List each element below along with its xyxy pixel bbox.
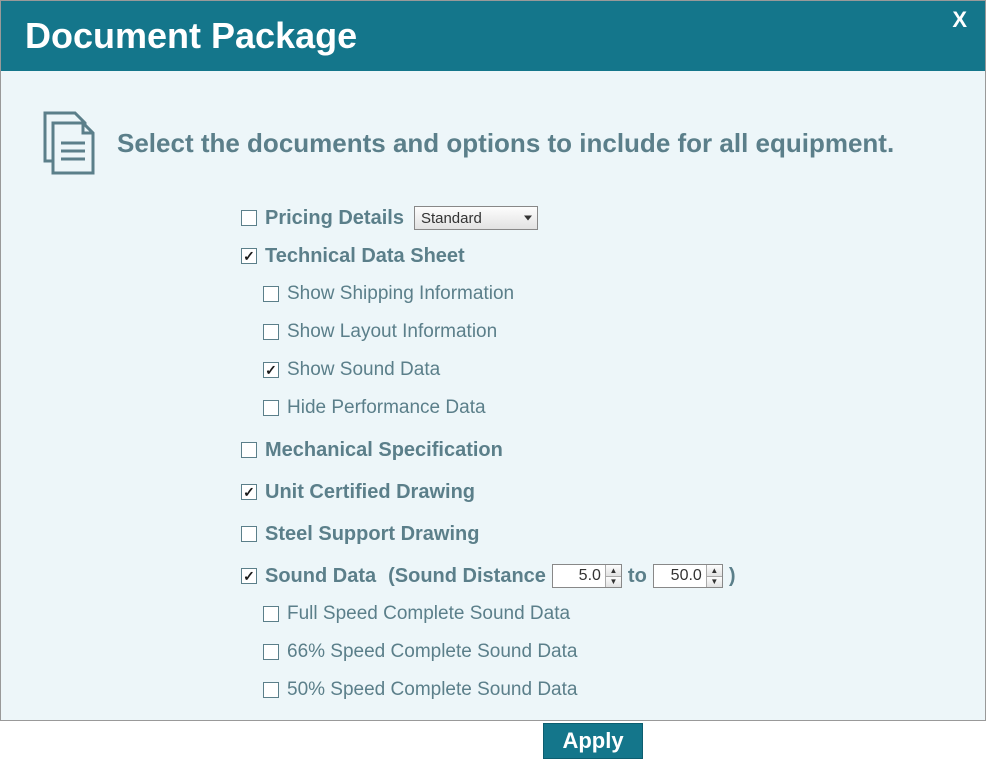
show-sound-label: Show Sound Data	[287, 359, 440, 381]
hide-perf-checkbox[interactable]	[263, 400, 279, 416]
pricing-details-select[interactable]: Standard	[414, 206, 538, 230]
sound-distance-from-spinner[interactable]: ▲ ▼	[552, 564, 622, 588]
steel-support-label: Steel Support Drawing	[265, 523, 479, 546]
sound-distance-to-spinner[interactable]: ▲ ▼	[653, 564, 723, 588]
p50-speed-sound-checkbox[interactable]	[263, 682, 279, 698]
show-sound-checkbox[interactable]	[263, 362, 279, 378]
show-layout-checkbox[interactable]	[263, 324, 279, 340]
tech-data-sheet-row: Technical Data Sheet	[241, 241, 945, 271]
p66-speed-sound-checkbox[interactable]	[263, 644, 279, 660]
sound-distance-suffix: )	[729, 565, 736, 588]
full-speed-sound-checkbox[interactable]	[263, 606, 279, 622]
full-speed-sound-row: Full Speed Complete Sound Data	[263, 599, 945, 629]
apply-button[interactable]: Apply	[543, 723, 642, 759]
p66-speed-sound-row: 66% Speed Complete Sound Data	[263, 637, 945, 667]
titlebar: Document Package X	[1, 1, 985, 71]
pricing-details-checkbox[interactable]	[241, 210, 257, 226]
tech-data-sheet-checkbox[interactable]	[241, 248, 257, 264]
show-shipping-row: Show Shipping Information	[263, 279, 945, 309]
pricing-details-select-value: Standard	[421, 210, 482, 227]
options-panel: Pricing Details Standard Technical Data …	[241, 203, 945, 759]
hide-perf-row: Hide Performance Data	[263, 393, 945, 423]
unit-cert-row: Unit Certified Drawing	[241, 477, 945, 507]
pricing-details-label: Pricing Details	[265, 207, 404, 230]
sound-distance-from-up[interactable]: ▲	[606, 565, 621, 577]
tech-data-sheet-label: Technical Data Sheet	[265, 245, 465, 268]
p66-speed-sound-label: 66% Speed Complete Sound Data	[287, 641, 577, 663]
full-speed-sound-label: Full Speed Complete Sound Data	[287, 603, 570, 625]
sound-distance-to-input[interactable]	[654, 565, 706, 587]
steel-support-row: Steel Support Drawing	[241, 519, 945, 549]
show-layout-row: Show Layout Information	[263, 317, 945, 347]
close-button[interactable]: X	[952, 7, 967, 33]
header-row: Select the documents and options to incl…	[41, 111, 945, 175]
mech-spec-label: Mechanical Specification	[265, 439, 503, 462]
hide-perf-label: Hide Performance Data	[287, 397, 486, 419]
sound-distance-prefix: (Sound Distance	[388, 565, 546, 588]
mech-spec-checkbox[interactable]	[241, 442, 257, 458]
sound-distance-to-label: to	[628, 565, 647, 588]
show-shipping-checkbox[interactable]	[263, 286, 279, 302]
unit-cert-label: Unit Certified Drawing	[265, 481, 475, 504]
pricing-details-row: Pricing Details Standard	[241, 203, 945, 233]
dialog-title: Document Package	[25, 15, 357, 57]
unit-cert-checkbox[interactable]	[241, 484, 257, 500]
apply-container: Apply	[241, 723, 945, 759]
sound-distance-to-up[interactable]: ▲	[707, 565, 722, 577]
sound-distance-to-down[interactable]: ▼	[707, 577, 722, 588]
sound-distance-from-down[interactable]: ▼	[606, 577, 621, 588]
document-icon	[41, 111, 97, 175]
show-layout-label: Show Layout Information	[287, 321, 497, 343]
show-sound-row: Show Sound Data	[263, 355, 945, 385]
p50-speed-sound-label: 50% Speed Complete Sound Data	[287, 679, 577, 701]
dialog-content: Select the documents and options to incl…	[1, 71, 985, 779]
document-package-dialog: Document Package X Select the documents …	[0, 0, 986, 721]
p50-speed-sound-row: 50% Speed Complete Sound Data	[263, 675, 945, 705]
mech-spec-row: Mechanical Specification	[241, 435, 945, 465]
instruction-text: Select the documents and options to incl…	[117, 128, 894, 159]
sound-data-row: Sound Data (Sound Distance ▲ ▼ to	[241, 561, 945, 591]
sound-distance-group: (Sound Distance ▲ ▼ to ▲ ▼	[388, 564, 735, 588]
sound-data-label: Sound Data	[265, 565, 376, 588]
steel-support-checkbox[interactable]	[241, 526, 257, 542]
sound-data-checkbox[interactable]	[241, 568, 257, 584]
sound-distance-from-input[interactable]	[553, 565, 605, 587]
show-shipping-label: Show Shipping Information	[287, 283, 514, 305]
